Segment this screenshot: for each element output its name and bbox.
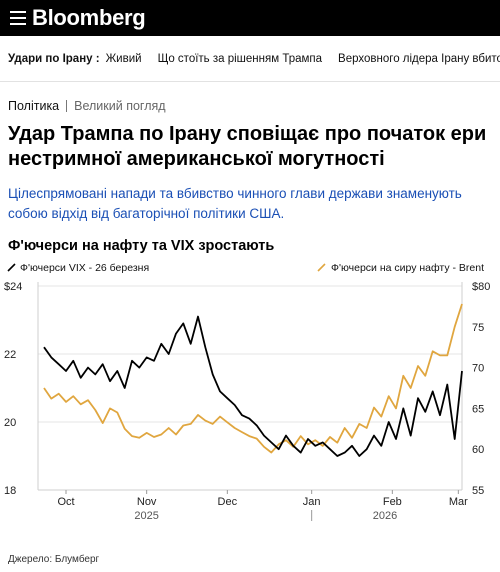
right-axis-tick-label: 75 (472, 322, 484, 334)
kicker-section[interactable]: Політика (8, 99, 60, 113)
breaking-ticker: Удари по Ірану : Живий Що стоїть за ріше… (0, 36, 500, 82)
left-axis-tick-label: 18 (4, 485, 16, 497)
x-axis-tick-label: Feb (383, 496, 402, 508)
article-kicker: Політика Великий погляд (8, 99, 500, 113)
series-line-brent (43, 303, 463, 454)
ticker-link-supreme-leader[interactable]: Верховного лідера Ірану вбито (338, 52, 500, 65)
chart: Ф'ючерси VIX - 26 березня Ф'ючерси на сир… (0, 254, 500, 524)
left-axis-tick-label: $24 (4, 281, 22, 293)
left-axis-tick-label: 20 (4, 417, 16, 429)
legend-swatch-brent (317, 263, 326, 272)
year-label-2025: 2025 (134, 510, 158, 522)
right-axis-tick-label: 70 (472, 363, 484, 375)
right-axis-tick-label: 65 (472, 403, 484, 415)
x-axis-tick-label: Jan (303, 496, 321, 508)
series-line-vix (43, 315, 463, 457)
bloomberg-logo[interactable]: Bloomberg (32, 5, 146, 30)
legend-swatch-vix (7, 263, 16, 272)
article-dek: Цілеспрямовані напади та вбивство чинног… (8, 186, 462, 221)
ticker-link-trump-decision[interactable]: Що стоїть за рішенням Трампа (157, 52, 323, 65)
x-axis-tick-label: Nov (137, 496, 157, 508)
right-axis-tick-label: 60 (472, 444, 484, 456)
menu-icon[interactable] (10, 11, 26, 25)
legend-label-vix: Ф'ючерси VIX - 26 березня (20, 262, 149, 274)
x-axis-tick-label: Oct (57, 496, 74, 508)
legend-label-brent: Ф'ючерси на сиру нафту - Brent (331, 262, 484, 274)
ticker-link-live[interactable]: Живий (105, 52, 142, 65)
kicker-type[interactable]: Великий погляд (74, 99, 166, 113)
headline: Удар Трампа по Ірану сповіщає про почато… (8, 123, 487, 170)
right-axis-tick-label: 55 (472, 485, 484, 497)
right-axis-tick-label: $80 (472, 281, 490, 293)
chart-source: Джерело: Блумберг (8, 554, 100, 565)
site-header: Bloomberg (0, 0, 500, 36)
x-axis-tick-label: Mar (449, 496, 468, 508)
kicker-divider (66, 100, 68, 112)
year-label-2026: 2026 (373, 510, 397, 522)
x-axis-tick-label: Dec (218, 496, 238, 508)
chart-svg: Ф'ючерси VIX - 26 березня Ф'ючерси на сир… (4, 262, 490, 522)
chart-title: Ф'ючерси на нафту та VIX зростають (8, 238, 275, 254)
ticker-label: Удари по Ірану : (8, 52, 100, 65)
left-axis-tick-label: 22 (4, 349, 16, 361)
